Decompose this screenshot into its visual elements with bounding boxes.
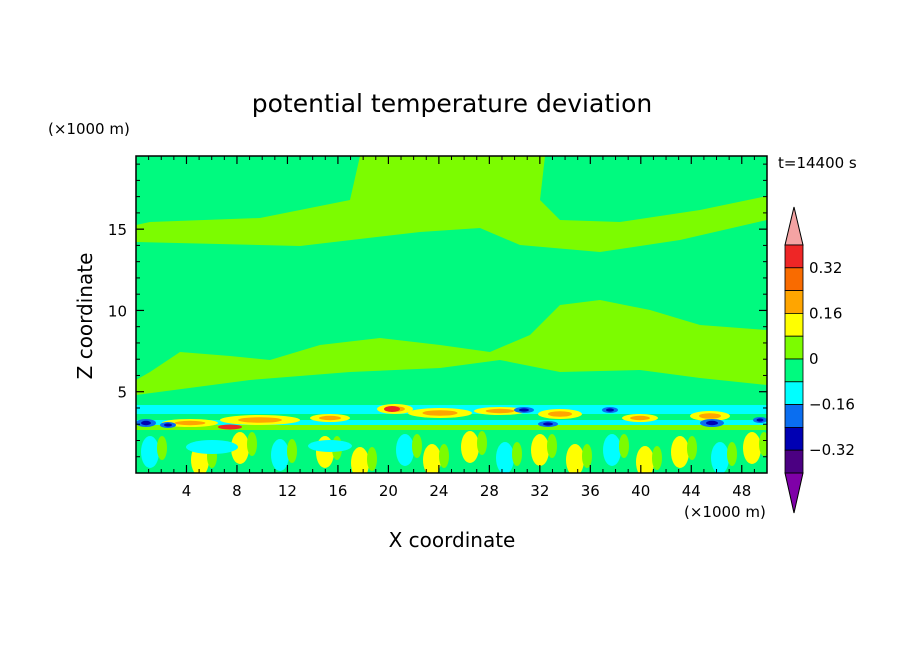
cold-core [519, 408, 529, 412]
cold-core [606, 408, 614, 412]
convective-cell [271, 439, 289, 471]
convective-cell [396, 434, 414, 466]
convective-cell [351, 447, 369, 473]
convective-cell [671, 436, 689, 468]
y-tick-label: 10 [108, 302, 127, 320]
x-tick-label: 16 [328, 482, 347, 500]
x-tick-label: 20 [379, 482, 398, 500]
warm-core [238, 417, 282, 423]
convective-cell-edge [759, 432, 767, 456]
convective-cell [141, 436, 159, 468]
x-tick-label: 36 [581, 482, 600, 500]
colorbar-label: 0.16 [809, 304, 842, 322]
cold-core [164, 423, 172, 427]
colorbar-swatch [784, 335, 804, 360]
convective-cell [461, 431, 479, 463]
convective-cell [603, 434, 621, 466]
convective-cell-edge [367, 447, 377, 471]
colorbar-label: −0.16 [809, 396, 855, 414]
colorbar-swatch [784, 426, 804, 451]
convective-cell-edge [247, 432, 257, 456]
colorbar-swatch [784, 358, 804, 383]
convective-cell-edge [477, 431, 487, 455]
convective-cell-edge [619, 434, 629, 458]
cold-core [706, 420, 718, 426]
y-tick-label: 15 [108, 221, 127, 239]
cold-core [543, 422, 553, 426]
x-ticks: 4 8 12 16 20 24 28 32 36 40 44 48 [148, 156, 755, 500]
colorbar-extend-bottom [784, 472, 804, 514]
cold-pool [308, 440, 352, 452]
cold-pool [186, 440, 238, 454]
x-tick-label: 24 [429, 482, 448, 500]
warm-core [630, 415, 650, 421]
convective-cell-edge [439, 444, 449, 468]
x-tick-label: 44 [682, 482, 701, 500]
convective-cell-edge [687, 436, 697, 460]
warm-core [174, 420, 206, 426]
warm-core [547, 411, 573, 417]
time-label: t=14400 s [778, 154, 857, 172]
region-positive-bubble [540, 313, 584, 357]
warm-core [422, 410, 458, 416]
convective-cell-edge [512, 442, 522, 466]
colorbar: 0.32 0.16 0 −0.16 −0.32 [784, 206, 855, 514]
colorbar-swatch [784, 404, 804, 428]
colorbar-swatch [784, 267, 804, 291]
convective-cell [231, 432, 249, 464]
convective-cell-edge [287, 439, 297, 463]
region-negative-lower [136, 360, 767, 410]
warm-peak [218, 424, 242, 430]
convective-cell-edge [412, 434, 422, 458]
convective-cell-edge [652, 446, 662, 470]
colorbar-swatch [784, 381, 804, 405]
region-negative-top-right [540, 156, 767, 222]
x-tick-label: 12 [278, 482, 297, 500]
y-ticks: 5 10 15 [108, 163, 767, 458]
colorbar-label: −0.32 [809, 441, 855, 459]
colorbar-swatch [784, 290, 804, 314]
convective-cell [423, 444, 441, 473]
x-tick-label: 4 [182, 482, 192, 500]
cold-core [141, 420, 151, 426]
colorbar-label: 0.32 [809, 259, 842, 277]
field-layer [136, 156, 767, 473]
y-axis-label: Z coordinate [73, 253, 97, 380]
x-unit-label: (×1000 m) [684, 503, 766, 521]
colorbar-swatch [784, 244, 804, 269]
region-negative-mid [136, 220, 767, 380]
cold-core [756, 418, 764, 422]
y-tick-label: 5 [117, 384, 127, 402]
warm-core [319, 415, 341, 421]
y-unit-label: (×1000 m) [48, 120, 130, 138]
convective-cell [566, 444, 584, 473]
convective-cell [531, 434, 549, 466]
warm-core [485, 408, 515, 414]
convective-cell-edge [727, 442, 737, 466]
x-tick-label: 28 [480, 482, 499, 500]
colorbar-label: 0 [809, 350, 819, 368]
colorbar-extend-top [784, 206, 804, 246]
chart-title: potential temperature deviation [252, 89, 652, 118]
convective-cell [496, 442, 514, 473]
convective-cell [711, 442, 729, 473]
warm-peak [384, 406, 400, 412]
x-tick-label: 8 [232, 482, 242, 500]
convective-cell-edge [157, 436, 167, 460]
x-tick-label: 40 [631, 482, 650, 500]
x-axis-label: X coordinate [389, 528, 516, 552]
plot-area [136, 156, 767, 473]
convective-cell [743, 432, 761, 464]
warm-core [699, 413, 721, 419]
convective-cell-edge [547, 434, 557, 458]
x-tick-label: 48 [732, 482, 751, 500]
colorbar-swatch [784, 312, 804, 337]
x-tick-label: 32 [530, 482, 549, 500]
convective-cell-edge [582, 444, 592, 468]
colorbar-swatch [784, 449, 804, 474]
region-negative-top-left [136, 156, 360, 225]
